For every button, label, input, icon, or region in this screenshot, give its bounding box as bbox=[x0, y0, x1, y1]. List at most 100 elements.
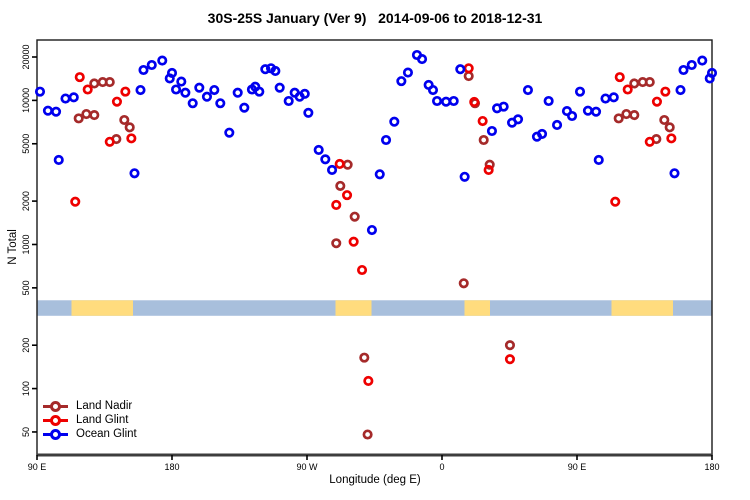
data-point bbox=[478, 134, 489, 146]
legend-ring bbox=[50, 400, 61, 412]
data-point bbox=[459, 171, 470, 182]
y-tick-label: 100 bbox=[21, 381, 31, 396]
y-tick-label: 20000 bbox=[21, 44, 31, 69]
x-tick-label: 90 E bbox=[28, 462, 47, 472]
data-point bbox=[215, 98, 226, 109]
data-point bbox=[431, 95, 443, 107]
data-point bbox=[104, 77, 115, 88]
data-point bbox=[374, 169, 385, 180]
data-point bbox=[678, 64, 689, 76]
land-segment bbox=[464, 300, 490, 316]
data-point bbox=[660, 86, 671, 97]
data-point bbox=[53, 154, 64, 166]
data-point bbox=[70, 196, 81, 207]
y-tick-label: 200 bbox=[21, 338, 31, 353]
data-point bbox=[427, 84, 439, 96]
series-ocean-glint bbox=[34, 49, 718, 236]
data-point bbox=[593, 154, 604, 166]
legend-item: Ocean Glint bbox=[43, 427, 137, 441]
data-point bbox=[138, 64, 149, 76]
data-point bbox=[536, 128, 548, 139]
data-point bbox=[561, 106, 573, 117]
data-point bbox=[176, 76, 187, 87]
data-point bbox=[484, 159, 495, 170]
series-land-glint bbox=[70, 63, 677, 386]
data-point bbox=[389, 116, 400, 127]
legend-ring bbox=[50, 414, 61, 426]
data-point bbox=[551, 119, 563, 131]
data-point bbox=[483, 164, 494, 176]
data-point bbox=[166, 67, 178, 79]
legend-label: Ocean Glint bbox=[76, 428, 137, 440]
data-point bbox=[303, 107, 314, 118]
land-glint-symbol-icon bbox=[43, 414, 68, 426]
data-point bbox=[543, 95, 554, 107]
data-point bbox=[644, 77, 655, 88]
data-point bbox=[119, 114, 130, 126]
x-axis-label: Longitude (deg E) bbox=[329, 474, 421, 486]
data-point bbox=[458, 278, 469, 289]
data-point bbox=[201, 91, 213, 102]
data-point bbox=[582, 105, 594, 116]
data-point bbox=[504, 340, 516, 351]
data-point bbox=[366, 224, 378, 236]
chart-title: 30S-25S January (Ver 9) 2014-09-06 to 20… bbox=[207, 10, 543, 26]
data-point bbox=[348, 236, 359, 247]
data-point bbox=[651, 96, 663, 107]
land-nadir-symbol-icon bbox=[43, 400, 68, 412]
x-tick-label: 90 E bbox=[568, 462, 587, 472]
data-point bbox=[126, 133, 137, 144]
data-point bbox=[283, 95, 294, 107]
data-point bbox=[224, 127, 235, 138]
data-point bbox=[171, 84, 182, 95]
data-point bbox=[659, 114, 670, 126]
data-point bbox=[60, 93, 71, 104]
data-point bbox=[146, 59, 157, 71]
data-point bbox=[254, 86, 265, 97]
legend-label: Land Glint bbox=[76, 414, 129, 426]
data-point bbox=[590, 106, 602, 117]
legend-item: Land Glint bbox=[43, 413, 137, 427]
data-point bbox=[68, 92, 79, 103]
data-point bbox=[664, 122, 675, 133]
data-point bbox=[644, 136, 655, 147]
data-point bbox=[463, 71, 474, 82]
data-point bbox=[486, 125, 498, 137]
data-point bbox=[608, 92, 619, 103]
data-point bbox=[455, 64, 466, 75]
data-point bbox=[669, 168, 680, 179]
data-point bbox=[313, 144, 324, 155]
data-point bbox=[209, 84, 220, 96]
y-tick-label: 1000 bbox=[21, 234, 31, 254]
data-point bbox=[341, 190, 353, 201]
data-point bbox=[124, 122, 135, 133]
data-point bbox=[260, 64, 271, 75]
x-tick-label: 180 bbox=[164, 462, 179, 472]
data-point bbox=[614, 72, 625, 83]
data-point bbox=[666, 133, 677, 144]
data-point bbox=[232, 87, 243, 98]
data-point bbox=[104, 136, 115, 147]
data-point bbox=[74, 72, 85, 83]
data-point bbox=[440, 96, 452, 107]
data-point bbox=[610, 196, 621, 207]
data-point bbox=[331, 199, 342, 211]
data-point bbox=[157, 55, 168, 66]
data-point bbox=[120, 86, 131, 97]
data-point bbox=[380, 134, 392, 146]
data-point bbox=[326, 164, 338, 176]
data-point bbox=[675, 84, 686, 96]
data-point bbox=[270, 65, 281, 77]
y-tick-label: 500 bbox=[21, 280, 31, 295]
land-segment bbox=[335, 300, 372, 316]
data-point bbox=[504, 354, 516, 365]
data-point bbox=[574, 86, 586, 97]
data-point bbox=[299, 88, 310, 99]
data-point bbox=[477, 115, 488, 127]
x-tick-label: 180 bbox=[704, 462, 719, 472]
land-segment bbox=[71, 300, 133, 316]
data-point bbox=[89, 78, 100, 89]
data-point bbox=[363, 375, 374, 386]
data-point bbox=[706, 67, 718, 79]
data-point bbox=[621, 108, 632, 120]
